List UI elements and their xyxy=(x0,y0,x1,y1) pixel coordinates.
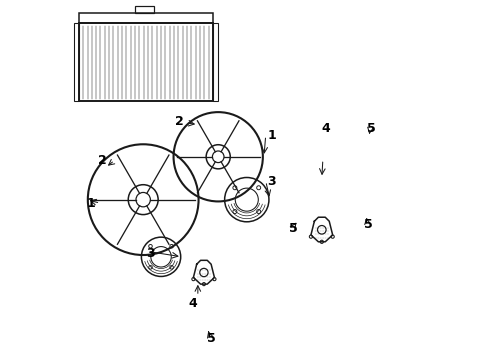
Bar xyxy=(135,6,154,13)
Text: 1: 1 xyxy=(268,129,276,142)
Text: 1: 1 xyxy=(87,197,96,210)
Text: 5: 5 xyxy=(364,218,372,231)
Bar xyxy=(74,23,79,102)
Text: 4: 4 xyxy=(321,122,330,135)
Text: 2: 2 xyxy=(174,114,183,127)
Bar xyxy=(79,13,213,23)
Text: 3: 3 xyxy=(146,247,155,260)
Text: 5: 5 xyxy=(368,122,376,135)
Bar xyxy=(213,23,218,102)
Text: 5: 5 xyxy=(289,222,297,235)
Bar xyxy=(79,23,213,102)
Text: 3: 3 xyxy=(268,175,276,188)
Text: 2: 2 xyxy=(98,154,106,167)
Text: 5: 5 xyxy=(207,333,216,346)
Text: 4: 4 xyxy=(189,297,197,310)
